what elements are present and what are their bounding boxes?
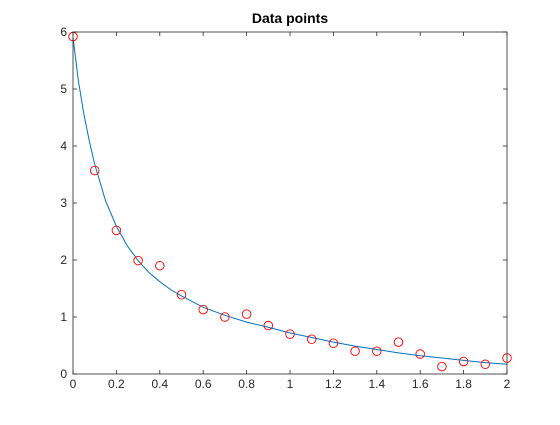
data-point-marker (415, 349, 425, 359)
data-point-marker (328, 338, 339, 348)
y-tick-label: 0 (60, 367, 67, 381)
data-point-marker (241, 309, 252, 319)
x-tick-label: 0.2 (108, 377, 125, 391)
data-point-marker (155, 260, 165, 271)
ticks-layer: 0 0.2 0.4 0.6 0.8 1 1.2 1.4 1.6 1.8 2 0 1 2 3 4 5 6 (60, 25, 510, 391)
x-tick-label: 1.6 (412, 377, 429, 391)
data-point-marker (198, 304, 208, 315)
y-tick-label: 3 (60, 196, 67, 210)
x-tick-label: 2 (504, 377, 511, 391)
y-tick-label: 5 (60, 82, 67, 96)
data-point-marker (220, 312, 230, 322)
data-point-marker (480, 359, 491, 370)
series-layer (68, 31, 512, 372)
x-tick-label: 0.6 (195, 377, 212, 391)
y-tick-label: 1 (60, 310, 67, 324)
data-point-marker (350, 346, 360, 356)
y-tick-label: 6 (60, 25, 67, 39)
data-point-marker (306, 334, 317, 344)
y-tick-label: 4 (60, 139, 67, 153)
data-point-marker (89, 165, 100, 176)
x-tick-label: 0 (70, 377, 77, 391)
data-point-marker (285, 329, 295, 339)
data-point-marker (176, 290, 187, 300)
data-point-marker (133, 255, 143, 266)
x-tick-label: 1.8 (455, 377, 472, 391)
x-tick-label: 0.8 (238, 377, 255, 391)
x-tick-label: 1.4 (368, 377, 385, 391)
data-point-marker (393, 337, 404, 347)
y-tick-label: 2 (60, 253, 67, 267)
x-tick-label: 0.4 (151, 377, 168, 391)
x-tick-label: 1.2 (325, 377, 342, 391)
plot-area-background (73, 32, 507, 374)
data-point-marker (372, 346, 382, 356)
data-point-marker (111, 225, 122, 236)
data-point-marker (458, 356, 469, 367)
data-point-marker (263, 320, 274, 331)
fit-curve-line (72, 37, 508, 365)
x-tick-label: 1 (287, 377, 294, 391)
data-point-marker (437, 361, 447, 372)
chart-title: Data points (252, 10, 328, 26)
